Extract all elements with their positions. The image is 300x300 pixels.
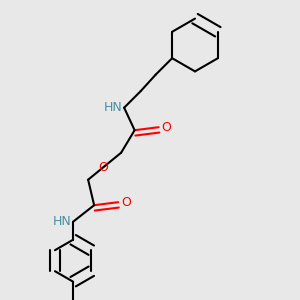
Text: O: O (162, 121, 172, 134)
Text: O: O (121, 196, 131, 209)
Text: HN: HN (104, 101, 123, 114)
Text: O: O (98, 161, 108, 174)
Text: HN: HN (53, 215, 72, 228)
